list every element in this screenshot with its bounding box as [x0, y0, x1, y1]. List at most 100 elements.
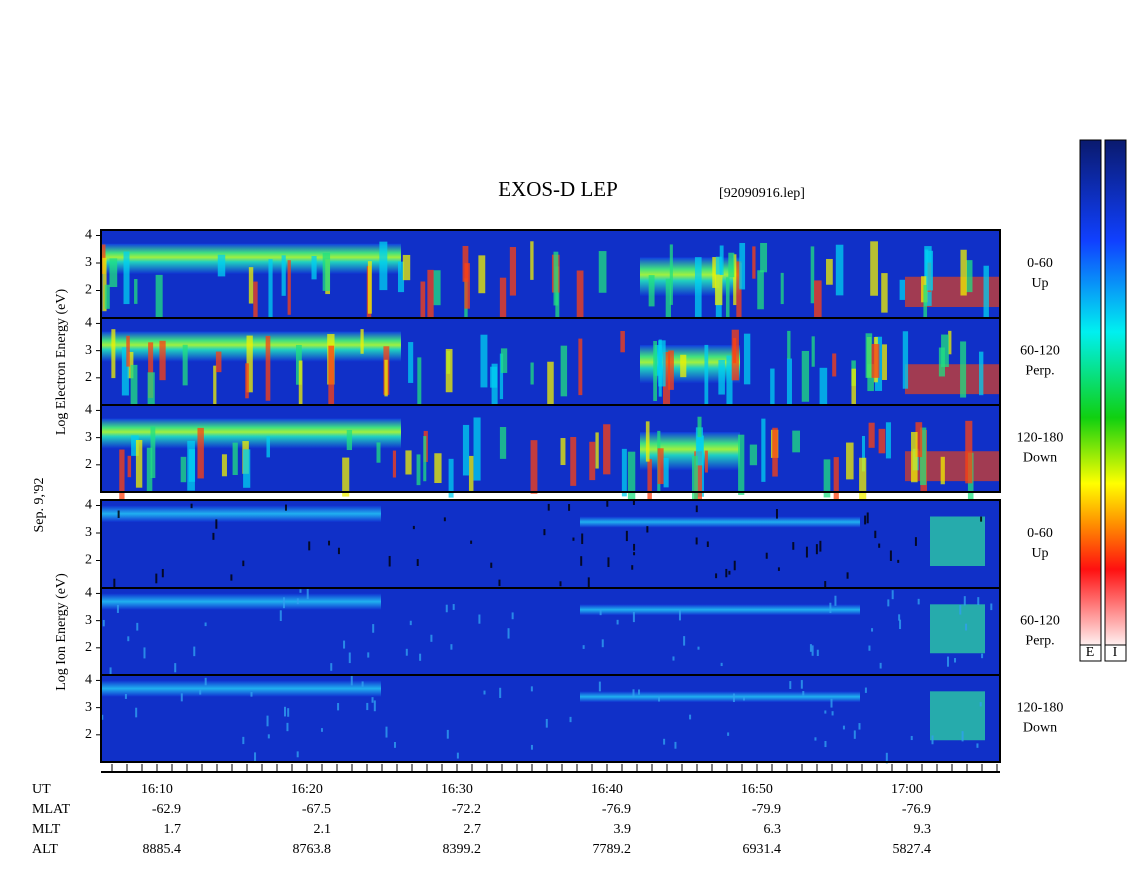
orbit-value: 5827.4: [893, 842, 932, 857]
spectrogram-speck: [742, 697, 745, 701]
panel-angle: 120-180: [1017, 701, 1064, 716]
spectrogram-speck: [829, 602, 832, 614]
orbit-value: 2.1: [314, 822, 332, 837]
orbit-row-name: MLAT: [32, 802, 71, 817]
spectrogram-speck: [733, 560, 736, 571]
spectrogram-speck: [373, 700, 376, 712]
spectrogram-speck: [663, 738, 666, 745]
spectrogram-speck: [959, 604, 962, 615]
spectrogram-streak: [736, 261, 742, 321]
spectrogram-speck: [430, 634, 433, 642]
spectrogram-streak: [499, 353, 504, 400]
spectrogram-streak: [311, 255, 317, 280]
orbit-value: 1.7: [164, 822, 182, 837]
spectrogram-speck: [350, 675, 353, 686]
spectrogram-streak: [384, 359, 388, 397]
spectrogram-speck: [412, 525, 415, 530]
spectrogram-speck: [947, 656, 950, 667]
orbit-value: -79.9: [752, 802, 781, 817]
spectrogram-streak: [647, 459, 652, 514]
spectrogram-speck: [308, 541, 311, 551]
spectrogram-speck: [366, 702, 369, 711]
spectrogram-streak: [663, 457, 669, 488]
orbit-value: -72.2: [452, 802, 481, 817]
spectrogram-speck: [683, 636, 686, 646]
spectrogram-speck: [961, 731, 964, 742]
spectrogram-streak: [408, 342, 414, 383]
spectrogram-speck: [775, 509, 778, 519]
spectrogram-speck: [306, 588, 309, 600]
spectrogram-streak: [648, 275, 655, 307]
spectrogram-streak: [680, 354, 687, 378]
orbit-value: 6.3: [764, 822, 782, 837]
spectrogram-speck: [287, 708, 290, 717]
orbit-row-name: MLT: [32, 822, 61, 837]
y-tick-label: 4: [85, 586, 92, 601]
spectrogram-streak: [405, 450, 412, 475]
spectrogram-streak: [420, 281, 426, 342]
spectrogram-speck: [720, 662, 723, 667]
spectrogram-streak: [188, 449, 196, 482]
spectrogram-streak: [743, 333, 751, 385]
spectrogram-speck: [598, 681, 601, 692]
spectrogram-speck: [727, 732, 730, 736]
spectrogram-streak: [657, 448, 664, 485]
spectrogram-speck: [977, 597, 980, 606]
spectrogram-band: [580, 516, 860, 528]
spectrogram-speck: [568, 504, 571, 511]
spectrogram-speck: [625, 530, 628, 542]
panel-direction: Down: [1023, 451, 1057, 466]
spectrogram-speck: [582, 645, 585, 649]
spectrogram-streak: [645, 421, 650, 462]
spectrogram-speck: [674, 741, 677, 749]
spectrogram-streak: [691, 455, 698, 518]
y-tick-label: 2: [85, 457, 92, 472]
orbit-value: 9.3: [914, 822, 932, 837]
title: EXOS-D LEP: [498, 177, 618, 201]
spectrogram-streak: [392, 450, 397, 478]
spectrogram-streak: [920, 427, 927, 486]
orbit-value: 6931.4: [743, 842, 782, 857]
spectrogram-speck: [113, 578, 116, 589]
spectrogram-streak: [416, 454, 421, 486]
spectrogram-streak: [668, 350, 674, 390]
spectrogram-speck: [127, 636, 130, 642]
colorbar-label-box: [1079, 644, 1102, 662]
y-tick-label: 4: [85, 403, 92, 418]
spectrogram-speck: [990, 603, 993, 611]
spectrogram-speck: [445, 604, 448, 613]
spectrogram-speck: [632, 611, 635, 623]
spectrogram-streak: [547, 361, 554, 417]
spectrogram-speck: [498, 579, 501, 587]
spectrogram-speck: [254, 752, 257, 763]
spectrogram-speck: [530, 686, 533, 692]
spectrogram-streak: [726, 355, 733, 419]
spectrogram-streak: [728, 252, 735, 278]
orbit-value: -76.9: [602, 802, 631, 817]
spectrogram-streak: [215, 351, 222, 373]
spectrogram-band: [905, 364, 1000, 395]
spectrogram-band: [101, 593, 381, 610]
spectrogram-speck: [155, 573, 158, 584]
spectrogram-streak: [576, 270, 584, 325]
spectrogram-streak: [966, 260, 973, 293]
y-tick-label: 4: [85, 228, 92, 243]
spectrogram-streak: [182, 344, 188, 386]
spectrogram-streak: [134, 279, 138, 304]
spectrogram-speck: [658, 696, 661, 702]
colorbar-label-box: [1104, 644, 1127, 662]
spectrogram-speck: [616, 619, 619, 625]
y-tick-label: 4: [85, 498, 92, 513]
spectrogram-speck: [879, 662, 882, 669]
spectrogram-speck: [361, 681, 364, 687]
spectrogram-streak: [926, 250, 934, 291]
spectrogram-speck: [601, 639, 604, 648]
spectrogram-speck: [689, 714, 692, 720]
spectrogram-speck: [646, 526, 649, 533]
spectrogram-streak: [560, 345, 568, 397]
spectrogram-streak: [712, 257, 720, 288]
spectrogram-speck: [980, 516, 983, 522]
colorbar-label: E: [1086, 645, 1095, 660]
spectrogram-speck: [490, 562, 493, 568]
spectrogram-streak: [266, 436, 270, 458]
